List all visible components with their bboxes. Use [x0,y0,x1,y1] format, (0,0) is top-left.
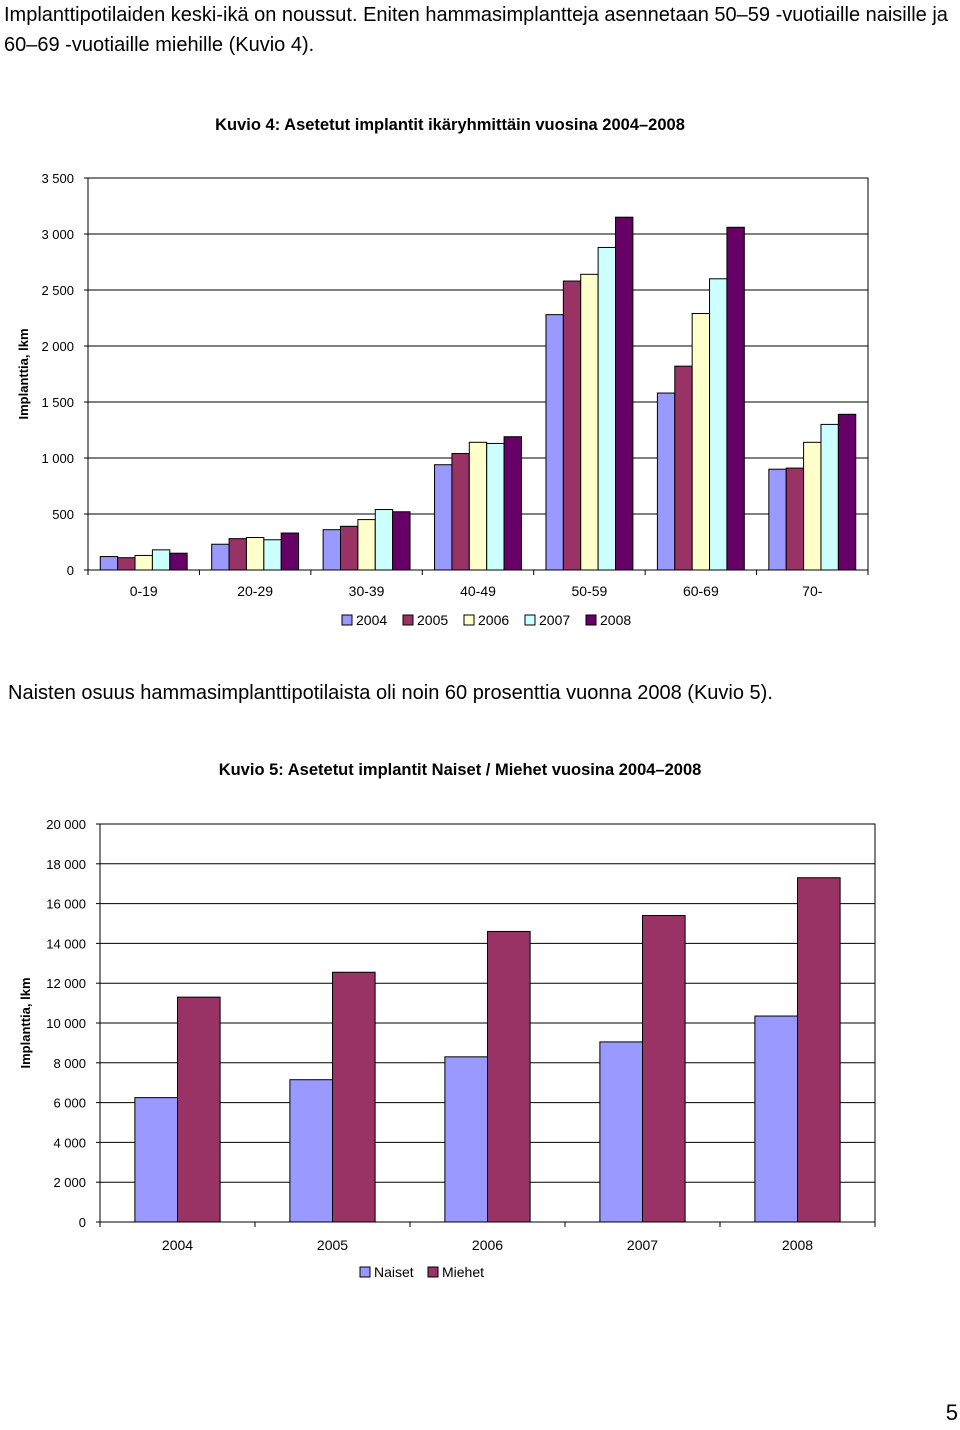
chart1-bar [392,511,411,571]
chart1-bar [803,441,822,571]
chart2-bar [797,877,841,1223]
chart2-legend-swatch [359,1266,371,1278]
chart1-bar [434,464,453,571]
chart2-legend-label: Miehet [442,1264,484,1280]
chart2-bar [487,930,531,1223]
chart2-ytick-label: 12 000 [46,976,86,991]
chart1-legend-label: 2008 [600,612,631,628]
chart1-category-label: 70- [802,583,823,599]
chart1-bar [211,543,230,571]
chart1-legend-label: 2006 [478,612,509,628]
chart2-ytick-label: 16 000 [46,897,86,912]
chart1-bar [357,519,376,571]
chart1-bar [726,226,745,571]
chart1-bar [339,525,359,571]
chart1-ytick-label: 500 [52,507,74,522]
chart2-category-label: 2005 [317,1237,348,1253]
chart1-ytick-label: 2 500 [41,283,74,298]
chart1-bar [820,423,839,571]
chart1-category-label: 0-19 [130,583,158,599]
chart2-category-label: 2004 [162,1237,193,1253]
chart2-bar [754,1015,798,1223]
chart1-bar [768,468,787,571]
chart1-legend-swatch [341,614,353,626]
chart2-ytick-label: 14 000 [46,936,86,951]
chart2-title: Kuvio 5: Asetetut implantit Naiset / Mie… [218,761,702,779]
age-group-bar-chart: 0 500 1 000 1 500 2 000 2 500 3 000 3 500 Implan… [16,171,869,628]
chart1-ytick-label: 3 500 [41,171,74,186]
chart1-bar [597,246,617,571]
chart2-legend-label: Naiset [374,1264,414,1280]
chart1-bar [117,557,136,571]
chart2-category-label: 2006 [472,1237,503,1253]
gender-bar-chart: 0 2 000 4 000 6 000 8 000 10 000 12 000 14 000 1… [18,817,876,1280]
chart1-ytick-label: 3 000 [41,227,74,242]
chart1-bar [580,273,599,571]
chart1-bar [837,413,857,571]
chart2-ytick-label: 4 000 [53,1135,86,1150]
chart1-legend-swatch [524,614,536,626]
chart1-legend-label: 2007 [539,612,570,628]
chart2-bar [177,996,221,1223]
chart1-bar [451,453,470,571]
chart2-ytick-label: 20 000 [46,817,86,832]
chart1-bar [280,532,300,571]
chart1-bar [374,509,394,571]
chart1-ytick-label: 0 [67,563,74,578]
chart1-bar [656,392,676,571]
chart1-legend-swatch [463,614,475,626]
women-share-paragraph: Naisten osuus hammasimplanttipotilaista … [8,682,773,704]
chart1-category-label: 40-49 [460,583,496,599]
chart1-bar [169,552,188,571]
chart2-ytick-label: 6 000 [53,1096,86,1111]
chart1-category-label: 50-59 [572,583,608,599]
chart1-ytick-label: 1 000 [41,451,74,466]
chart1-bar [151,549,171,571]
chart2-ytick-label: 10 000 [46,1016,86,1031]
chart2-bar [642,915,686,1223]
chart2-category-label: 2008 [782,1237,813,1253]
chart1-bar [263,539,282,571]
chart1-legend-swatch [585,614,597,626]
chart2-bar [134,1097,178,1223]
chart1-category-label: 20-29 [237,583,273,599]
chart2-bar [444,1056,488,1223]
chart1-ylabel: Implanttia, lkm [16,328,31,419]
chart2-bar [599,1041,643,1223]
chart1-bar [228,538,247,571]
chart1-bar [322,529,341,571]
chart1-ytick-label: 2 000 [41,339,74,354]
chart1-category-label: 30-39 [349,583,385,599]
chart1-bar [245,537,265,571]
chart2-ytick-label: 18 000 [46,857,86,872]
chart2-ytick-label: 8 000 [53,1056,86,1071]
chart1-title: Kuvio 4: Asetetut implantit ikäryhmittäi… [215,116,685,134]
chart1-legend-label: 2004 [356,612,387,628]
intro-paragraph: Implanttipotilaiden keski-ikä on noussut… [4,4,948,56]
chart1-bar [709,278,728,571]
page-number: 5 [945,1400,958,1425]
chart2-legend-swatch [427,1266,439,1278]
chart1-bar [99,556,119,571]
chart1-bar [134,554,153,571]
chart2-ylabel: Implanttia, lkm [18,977,33,1068]
chart1-bar [545,314,564,571]
chart2-ytick-label: 0 [79,1215,86,1230]
chart1-legend-swatch [402,614,414,626]
chart1-bar [486,442,505,571]
chart1-bar [562,280,582,571]
chart1-category-label: 60-69 [683,583,719,599]
chart1-ytick-label: 1 500 [41,395,74,410]
chart1-bar [503,436,522,571]
chart1-legend-label: 2005 [417,612,448,628]
chart2-ytick-label: 2 000 [53,1175,86,1190]
chart1-bar [468,441,488,571]
chart1-bar [785,467,805,571]
chart1-bar [615,216,634,571]
chart1-bar [691,313,711,571]
chart2-bar [332,971,376,1223]
chart2-bar [289,1079,333,1223]
chart1-bar [674,365,693,571]
chart2-category-label: 2007 [627,1237,658,1253]
